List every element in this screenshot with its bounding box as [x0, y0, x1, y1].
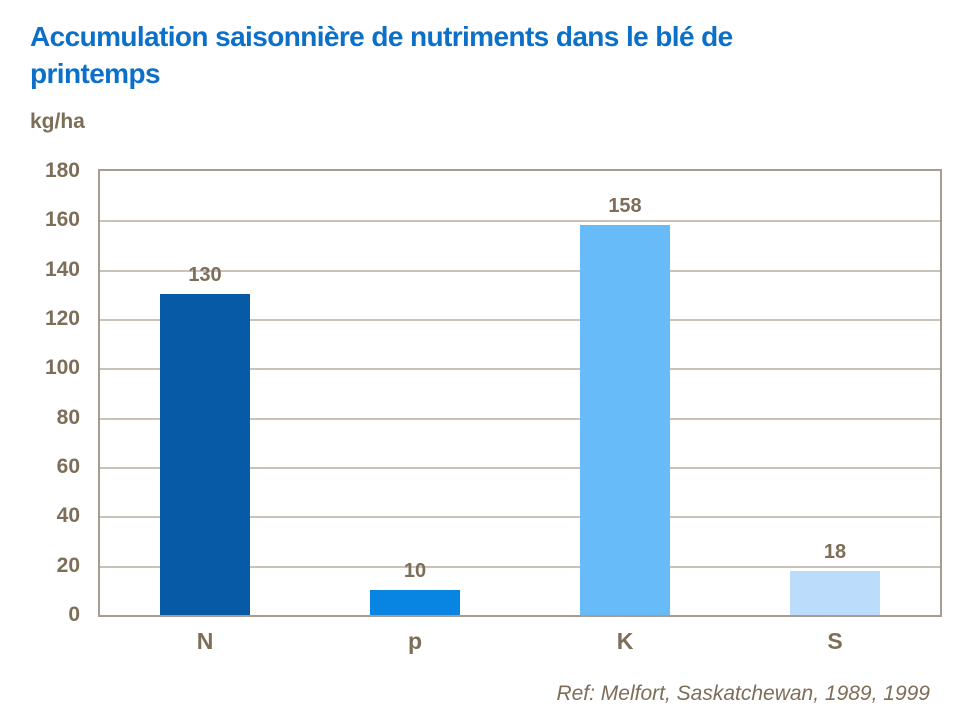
bar-value-label: 18 [823, 540, 847, 563]
gridline [100, 417, 940, 420]
y-tick-label: 0 [68, 603, 80, 626]
bar-value-label: 130 [188, 264, 222, 287]
gridline [100, 220, 940, 223]
y-tick-label: 140 [44, 257, 80, 281]
y-tick-label: 100 [44, 356, 80, 380]
gridline [100, 467, 940, 469]
x-category-label-K: K [616, 628, 634, 654]
x-category-label-S: S [827, 628, 843, 654]
gridline [100, 565, 940, 568]
y-tick-label: 160 [44, 208, 80, 232]
bar-value-label: 10 [403, 560, 427, 583]
bar-N [160, 294, 250, 615]
x-category-label-p: p [407, 628, 423, 654]
chart-title-line1: Accumulation saisonnière de nutriments d… [30, 21, 733, 52]
bar-K [580, 225, 670, 615]
y-tick-label: 60 [56, 455, 80, 478]
y-tick-label: 180 [44, 159, 80, 182]
bar-value-label: 158 [608, 195, 642, 218]
chart-title-line2: printemps [30, 58, 161, 89]
y-tick-label: 20 [56, 553, 80, 577]
gridline [100, 269, 940, 272]
y-tick-label: 80 [56, 405, 80, 429]
plot-area: 130 10 158 18 [98, 169, 942, 617]
gridline [100, 516, 940, 519]
x-category-label-N: N [196, 628, 214, 654]
bar-p [370, 590, 460, 615]
gridline [100, 319, 940, 321]
chart-title: Accumulation saisonnière de nutriments d… [30, 18, 940, 92]
y-tick-label: 120 [44, 307, 80, 330]
reference-note: Ref: Melfort, Saskatchewan, 1989, 1999 [556, 682, 930, 705]
gridline [100, 368, 940, 371]
y-tick-label: 40 [56, 504, 80, 528]
y-axis-tick-labels: 180 160 140 120 100 80 60 40 20 0 [0, 0, 80, 720]
y-axis-unit-label: kg/ha [30, 110, 85, 133]
bar-S [790, 570, 880, 615]
